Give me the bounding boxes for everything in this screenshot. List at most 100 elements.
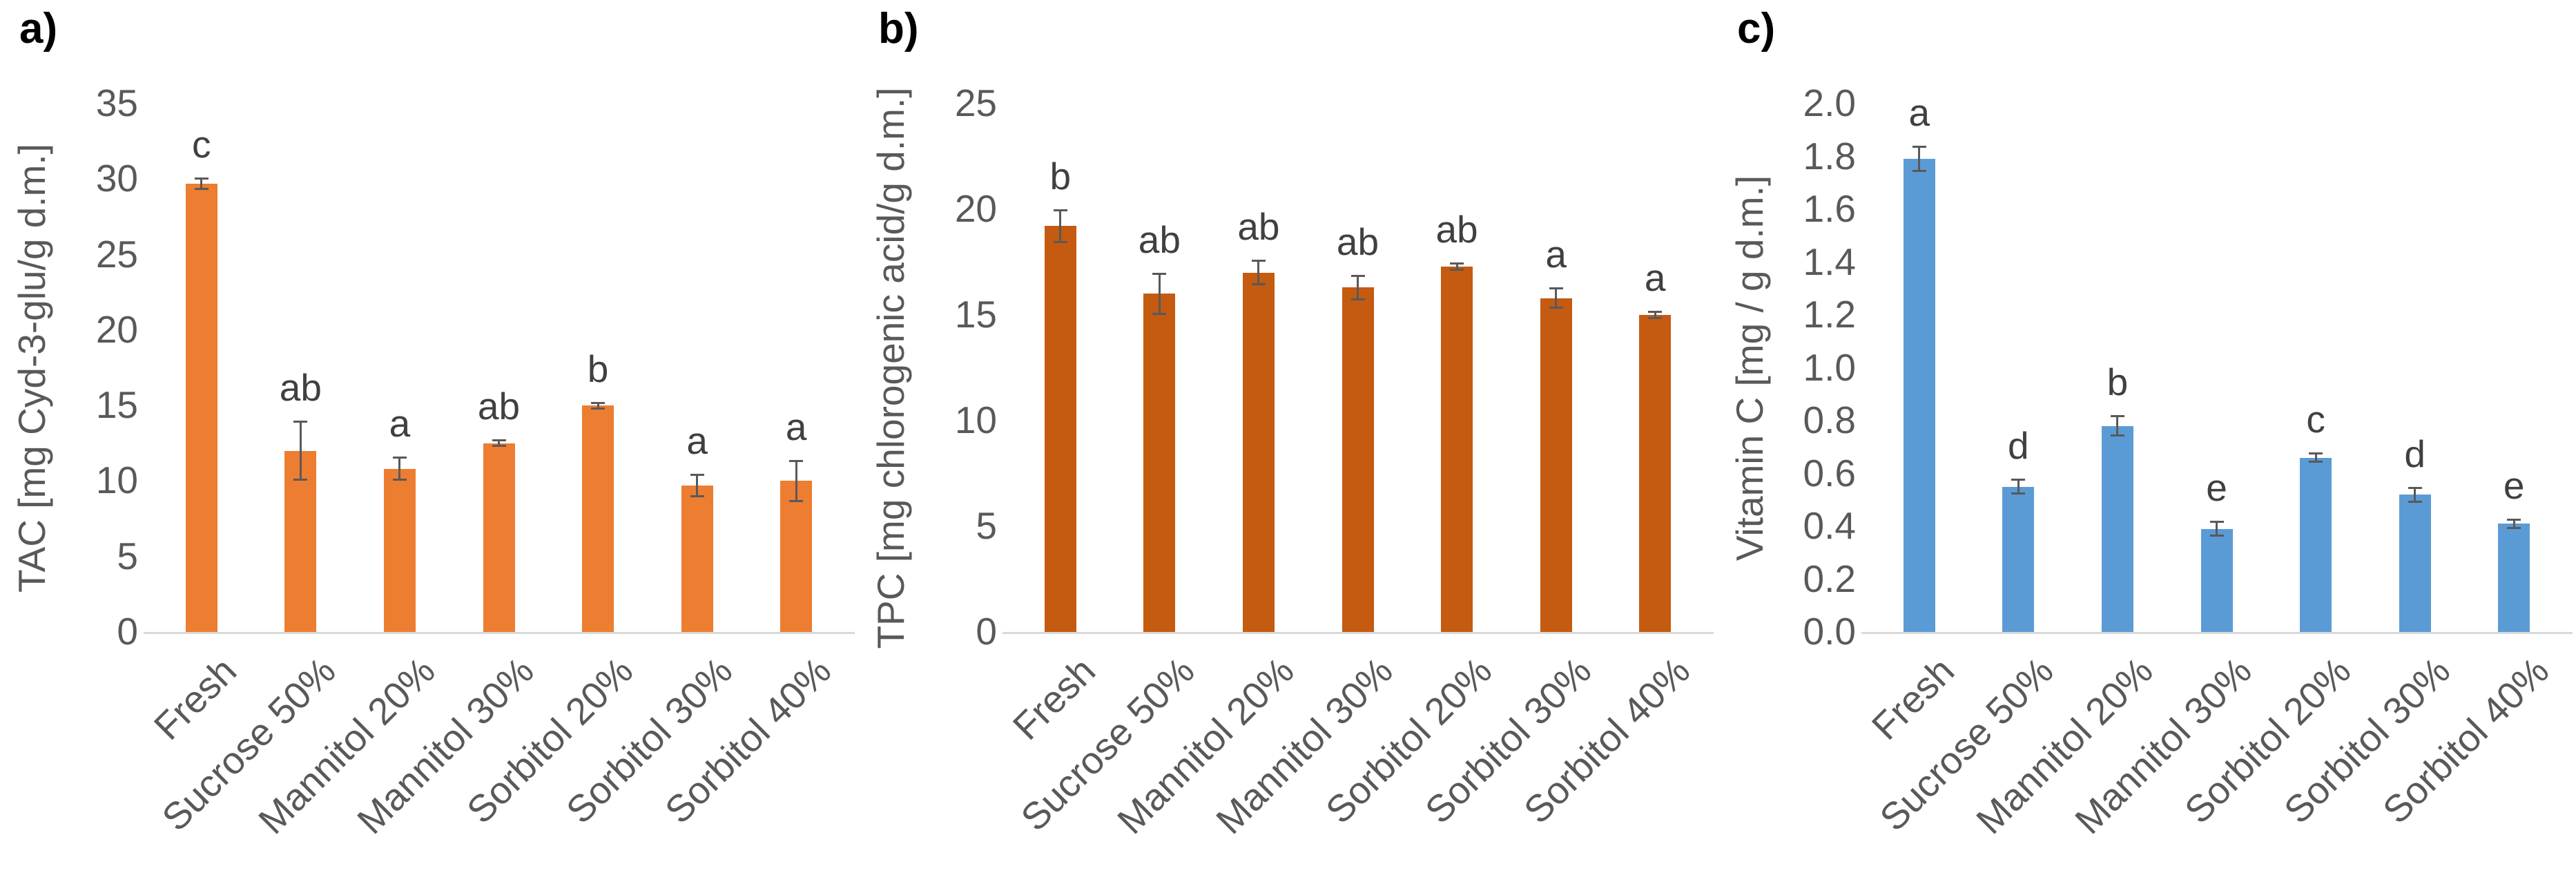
bar bbox=[1639, 315, 1672, 632]
bar bbox=[2002, 486, 2035, 632]
sig-letter: a bbox=[389, 402, 411, 445]
y-tick-label: 35 bbox=[95, 81, 138, 124]
y-tick-label: 1.2 bbox=[1803, 293, 1856, 336]
y-tick-label: 0 bbox=[117, 610, 138, 653]
bar bbox=[2101, 425, 2133, 632]
sig-letter: ab bbox=[1336, 220, 1379, 263]
sig-letter: e bbox=[2503, 463, 2525, 507]
sig-letter: e bbox=[2206, 466, 2227, 510]
error-bar-cap-bottom bbox=[2309, 461, 2323, 463]
sig-letter: b bbox=[587, 347, 609, 390]
error-bar-cap-top bbox=[690, 473, 704, 476]
error-bar bbox=[597, 401, 599, 410]
error-bar-cap-top bbox=[1549, 287, 1563, 290]
bar bbox=[780, 481, 813, 632]
sig-letter: a bbox=[785, 405, 807, 448]
bar bbox=[483, 443, 515, 632]
y-tick-label: 1.0 bbox=[1803, 345, 1856, 389]
error-bar-cap-top bbox=[1053, 209, 1067, 211]
error-bar-cap-top bbox=[1648, 310, 1663, 313]
error-bar bbox=[2512, 518, 2515, 529]
error-bar-cap-bottom bbox=[690, 495, 704, 498]
plot-area: 0.0 0.2 0.4 0.6 0.8 1.0 1.2 1.4 1.6 1.8 2.0 a Fresh d… bbox=[1718, 0, 2576, 873]
sig-letter: b bbox=[1049, 155, 1072, 198]
y-tick-label: 30 bbox=[95, 157, 138, 200]
bar bbox=[582, 405, 614, 632]
sig-letter: b bbox=[2107, 361, 2129, 404]
error-bar-cap-bottom bbox=[1053, 240, 1067, 243]
panel-b: b) TPC [mg chlorogenic acid/g d.m.] 0 5 10… bbox=[859, 0, 1717, 873]
x-axis-line bbox=[144, 632, 855, 634]
y-tick-label: 0 bbox=[976, 610, 997, 653]
sig-letter: ab bbox=[1237, 205, 1280, 249]
bar bbox=[681, 485, 713, 632]
error-bar-cap-top bbox=[789, 459, 804, 462]
error-bar-cap-bottom bbox=[1648, 317, 1663, 320]
error-bar-cap-bottom bbox=[789, 500, 804, 503]
error-bar-cap-top bbox=[591, 401, 606, 404]
y-tick-label: 10 bbox=[95, 459, 138, 502]
panel-a: a) TAC [mg Cyd-3-glu/g d.m.] 0 5 10 15 20 25 3… bbox=[0, 0, 858, 873]
bar bbox=[1903, 159, 1935, 632]
error-bar bbox=[1257, 260, 1260, 286]
bar bbox=[185, 183, 217, 632]
error-bar bbox=[2116, 415, 2119, 436]
sig-letter: d bbox=[2008, 424, 2029, 468]
error-bar-cap-top bbox=[1450, 262, 1464, 265]
sig-letter: c bbox=[192, 123, 211, 166]
error-bar-cap-top bbox=[492, 439, 506, 442]
plot-area: 0 5 10 15 20 25 30 35 c Fresh ab Sucrose 50% a Mannit… bbox=[0, 0, 858, 873]
error-bar bbox=[1555, 287, 1558, 309]
error-bar-cap-top bbox=[194, 178, 209, 180]
error-bar bbox=[696, 473, 699, 498]
y-tick-label: 5 bbox=[976, 504, 997, 547]
error-bar bbox=[2414, 486, 2417, 503]
error-bar bbox=[1455, 262, 1458, 271]
error-bar-cap-top bbox=[293, 421, 308, 423]
sig-letter: c bbox=[2306, 397, 2325, 441]
sig-letter: ab bbox=[279, 366, 322, 409]
bar bbox=[383, 468, 416, 632]
error-bar bbox=[1357, 274, 1359, 300]
bar bbox=[1242, 272, 1275, 632]
error-bar bbox=[398, 457, 401, 481]
error-bar-cap-bottom bbox=[1912, 170, 1926, 173]
error-bar-cap-top bbox=[1251, 260, 1266, 262]
panel-label-b: b) bbox=[878, 5, 919, 52]
sig-letter: ab bbox=[477, 385, 521, 428]
y-tick-label: 1.6 bbox=[1803, 187, 1856, 230]
y-tick-label: 1.4 bbox=[1803, 240, 1856, 283]
y-tick-label: 5 bbox=[117, 534, 138, 577]
panel-label-c: c) bbox=[1737, 5, 1776, 52]
error-bar-cap-bottom bbox=[492, 445, 506, 448]
bar bbox=[1143, 294, 1176, 632]
x-axis-line bbox=[1003, 632, 1714, 634]
bar bbox=[1342, 287, 1374, 632]
bar bbox=[1540, 298, 1572, 632]
error-bar bbox=[2314, 452, 2317, 463]
error-bar-cap-bottom bbox=[293, 479, 308, 481]
bar bbox=[2498, 524, 2530, 632]
plot-area: 0 5 10 15 20 25 b Fresh ab Sucrose 50% ab Mannitol … bbox=[859, 0, 1717, 873]
error-bar-cap-top bbox=[392, 457, 407, 459]
error-bar bbox=[1918, 146, 1921, 173]
y-tick-label: 25 bbox=[954, 81, 997, 124]
error-bar bbox=[795, 459, 797, 503]
bar bbox=[2300, 457, 2332, 632]
error-bar-cap-bottom bbox=[194, 187, 209, 190]
x-axis-line bbox=[1861, 632, 2573, 634]
panel-label-a: a) bbox=[19, 5, 58, 52]
error-bar-cap-bottom bbox=[392, 479, 407, 481]
error-bar-cap-bottom bbox=[2110, 434, 2124, 436]
y-tick-label: 0.4 bbox=[1803, 504, 1856, 547]
sig-letter: ab bbox=[1435, 207, 1478, 251]
y-tick-label: 25 bbox=[95, 232, 138, 276]
y-tick-label: 2.0 bbox=[1803, 81, 1856, 124]
bar bbox=[2399, 495, 2431, 632]
y-tick-label: 15 bbox=[95, 383, 138, 427]
sig-letter: a bbox=[1545, 233, 1567, 276]
y-tick-label: 15 bbox=[954, 293, 997, 336]
sig-letter: a bbox=[686, 419, 708, 462]
y-tick-label: 1.8 bbox=[1803, 134, 1856, 178]
